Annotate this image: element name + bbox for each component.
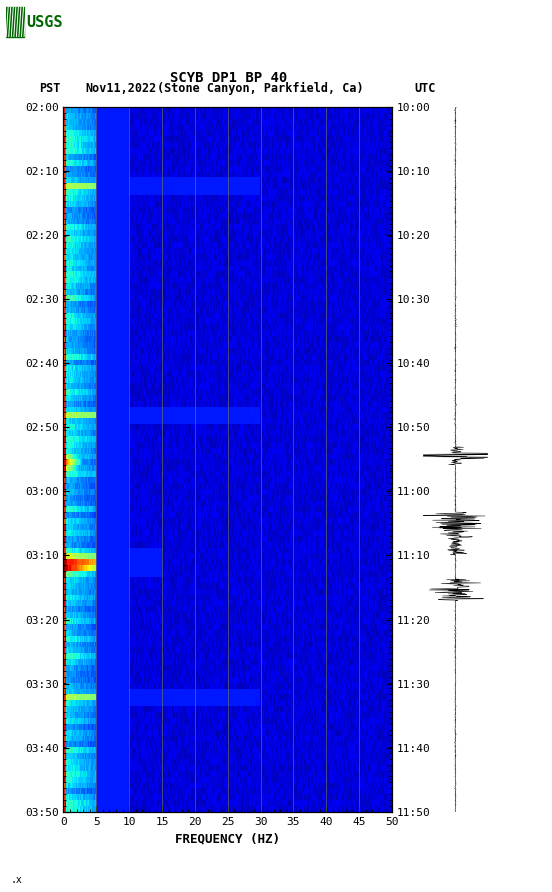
Text: (Stone Canyon, Parkfield, Ca): (Stone Canyon, Parkfield, Ca) xyxy=(157,82,364,95)
Text: SCYB DP1 BP 40: SCYB DP1 BP 40 xyxy=(171,70,288,85)
Text: PST: PST xyxy=(39,82,60,95)
Text: UTC: UTC xyxy=(414,82,436,95)
Text: Nov11,2022: Nov11,2022 xyxy=(86,82,157,95)
Text: .x: .x xyxy=(11,875,23,885)
Text: USGS: USGS xyxy=(26,15,62,29)
Bar xyxy=(6,7,24,37)
X-axis label: FREQUENCY (HZ): FREQUENCY (HZ) xyxy=(175,832,280,845)
